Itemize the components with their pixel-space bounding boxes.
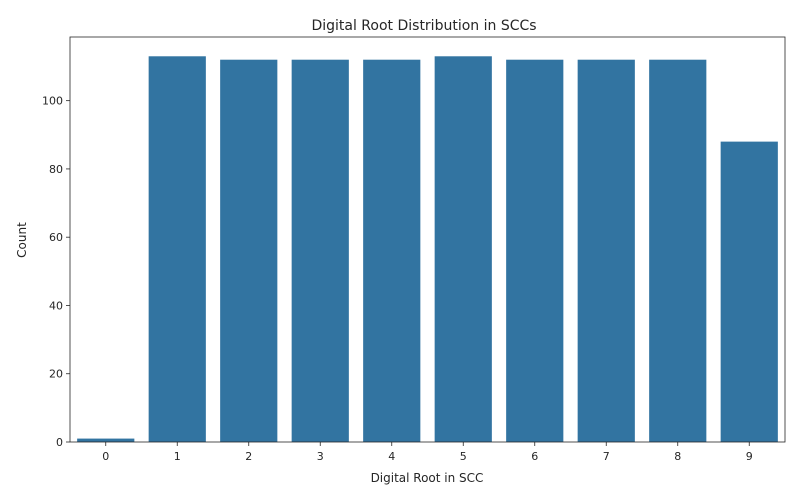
x-tick-label: 1 <box>174 450 181 463</box>
x-tick-label: 4 <box>388 450 395 463</box>
axes-layer <box>69 36 786 443</box>
bar-1 <box>148 56 206 443</box>
plot-frame <box>69 36 786 443</box>
x-tick-label: 5 <box>460 450 467 463</box>
x-axis-label: Digital Root in SCC <box>371 471 484 485</box>
y-tick-label: 0 <box>56 436 63 449</box>
y-tick-label: 60 <box>49 231 63 244</box>
bar-2 <box>220 59 278 442</box>
bars-layer <box>77 56 778 443</box>
y-ticks: 0 20 40 60 80 100 <box>42 95 70 449</box>
x-tick-label: 9 <box>746 450 753 463</box>
bar-9 <box>720 141 778 442</box>
y-tick-label: 40 <box>49 299 63 312</box>
bar-4 <box>363 59 421 442</box>
chart-title: Digital Root Distribution in SCCs <box>311 18 536 34</box>
bar-3 <box>291 59 349 442</box>
bar-7 <box>577 59 635 442</box>
x-tick-label: 2 <box>245 450 252 463</box>
x-ticks: 0 1 2 3 4 5 6 7 8 9 <box>102 442 753 463</box>
x-tick-label: 3 <box>317 450 324 463</box>
y-axis-label: Count <box>15 222 29 258</box>
bar-8 <box>649 59 707 442</box>
bar-5 <box>434 56 492 443</box>
x-tick-label: 6 <box>531 450 538 463</box>
x-tick-label: 0 <box>102 450 109 463</box>
y-tick-label: 20 <box>49 368 63 381</box>
bar-6 <box>506 59 564 442</box>
y-tick-label: 80 <box>49 163 63 176</box>
x-tick-label: 8 <box>674 450 681 463</box>
bar-0 <box>77 438 135 442</box>
y-tick-label: 100 <box>42 95 63 108</box>
x-tick-label: 7 <box>603 450 610 463</box>
